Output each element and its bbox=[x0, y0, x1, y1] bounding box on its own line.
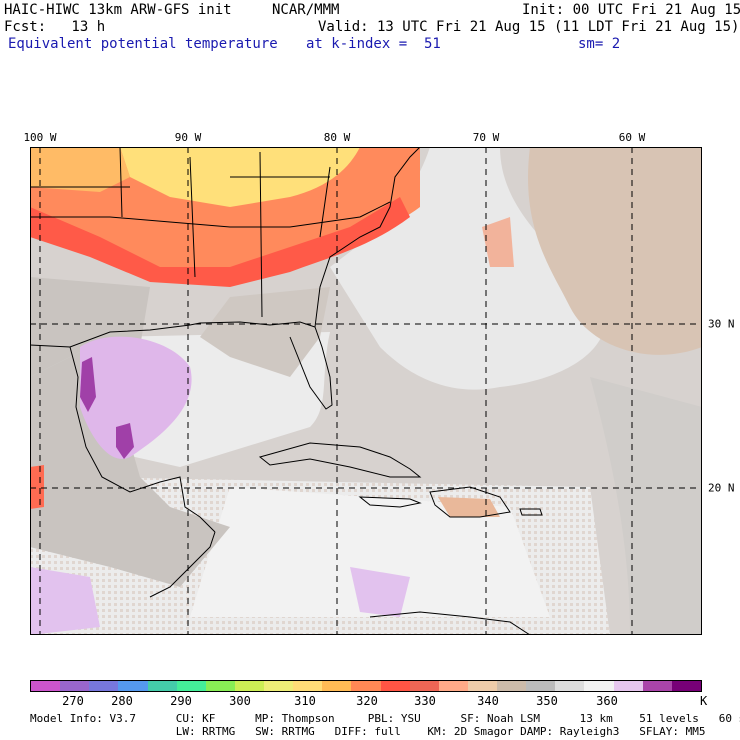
colorbar-swatch bbox=[671, 681, 701, 691]
gulf-deep-purple bbox=[80, 357, 96, 412]
colorbar-tick: 330 bbox=[414, 694, 436, 708]
colorbar-swatch bbox=[147, 681, 177, 691]
smoothing-label: sm= 2 bbox=[578, 36, 621, 52]
colorbar-swatch bbox=[497, 681, 527, 691]
texas-gray bbox=[30, 277, 150, 377]
us-light-orange bbox=[30, 147, 130, 192]
map-frame bbox=[30, 147, 702, 635]
atlantic-pink-patch bbox=[482, 217, 514, 267]
lon-label-70w: 70 W bbox=[472, 131, 500, 144]
theta-e-map bbox=[30, 147, 702, 635]
colorbar-swatch bbox=[60, 681, 90, 691]
central-america-purple bbox=[30, 567, 100, 635]
lon-label-90w: 90 W bbox=[174, 131, 202, 144]
org-label: NCAR/MMM bbox=[272, 2, 340, 18]
hispaniola-tan bbox=[438, 497, 500, 517]
colorbar-swatch bbox=[526, 681, 556, 691]
coastlines bbox=[30, 147, 543, 635]
level-label: at k-index = 51 bbox=[306, 36, 441, 52]
lon-label-80w: 80 W bbox=[323, 131, 351, 144]
model-info-line1: Model Info: V3.7 CU: KF MP: Thompson PBL… bbox=[30, 712, 740, 725]
field-name: Equivalent potential temperature bbox=[8, 36, 278, 52]
colorbar-swatch bbox=[322, 681, 352, 691]
colorbar-swatch bbox=[89, 681, 119, 691]
east-tan-region bbox=[590, 377, 702, 635]
colorbar-swatch bbox=[642, 681, 672, 691]
colorbar-tick: 340 bbox=[477, 694, 499, 708]
colorbar-tick: 290 bbox=[170, 694, 192, 708]
colorbar-swatch bbox=[555, 681, 585, 691]
mexico-red-spots bbox=[30, 465, 44, 509]
lat-label-30n: 30 N bbox=[708, 317, 735, 331]
colorbar-swatch bbox=[380, 681, 410, 691]
us-red-band bbox=[30, 197, 410, 287]
colorbar-swatch bbox=[438, 681, 468, 691]
latlon-grid bbox=[30, 147, 702, 635]
colorbar-tick: 360 bbox=[596, 694, 618, 708]
colorbar-swatch bbox=[409, 681, 439, 691]
colorbar-tick: 310 bbox=[294, 694, 316, 708]
colorbar bbox=[30, 680, 702, 692]
colorbar-swatch bbox=[205, 681, 235, 691]
colorbar-swatch bbox=[118, 681, 148, 691]
gulf-deep-purple-2 bbox=[116, 423, 134, 459]
colorbar-swatch bbox=[584, 681, 614, 691]
colorbar-tick: 350 bbox=[536, 694, 558, 708]
colorbar-unit: K bbox=[700, 694, 708, 708]
colorbar-swatch bbox=[264, 681, 294, 691]
colorbar-tick: 320 bbox=[356, 694, 378, 708]
caribbean-white-area bbox=[190, 487, 550, 617]
forecast-hour: Fcst: 13 h bbox=[4, 19, 106, 35]
lat-label-20n: 20 N bbox=[708, 481, 735, 495]
init-time: Init: 00 UTC Fri 21 Aug 15 bbox=[522, 2, 740, 18]
model-info-line2: LW: RRTMG SW: RRTMG DIFF: full KM: 2D Sm… bbox=[30, 725, 706, 738]
colorbar-swatch bbox=[613, 681, 643, 691]
caribbean-purple-patch bbox=[350, 567, 410, 617]
gulf-purple-region bbox=[80, 336, 192, 459]
colorbar-swatch bbox=[176, 681, 206, 691]
model-title: HAIC-HIWC 13km ARW-GFS init bbox=[4, 2, 232, 18]
valid-time: Valid: 13 UTC Fri 21 Aug 15 (11 LDT Fri … bbox=[318, 19, 740, 35]
colorbar-tick: 270 bbox=[62, 694, 84, 708]
colorbar-swatch bbox=[351, 681, 381, 691]
colorbar-swatch bbox=[234, 681, 264, 691]
atlantic-tan-region bbox=[528, 147, 702, 355]
colorbar-swatch bbox=[31, 681, 61, 691]
colorbar-tick: 300 bbox=[229, 694, 251, 708]
lon-label-100w: 100 W bbox=[23, 131, 57, 144]
colorbar-swatch bbox=[293, 681, 323, 691]
colorbar-swatch bbox=[467, 681, 497, 691]
colorbar-tick: 280 bbox=[111, 694, 133, 708]
lon-label-60w: 60 W bbox=[618, 131, 646, 144]
